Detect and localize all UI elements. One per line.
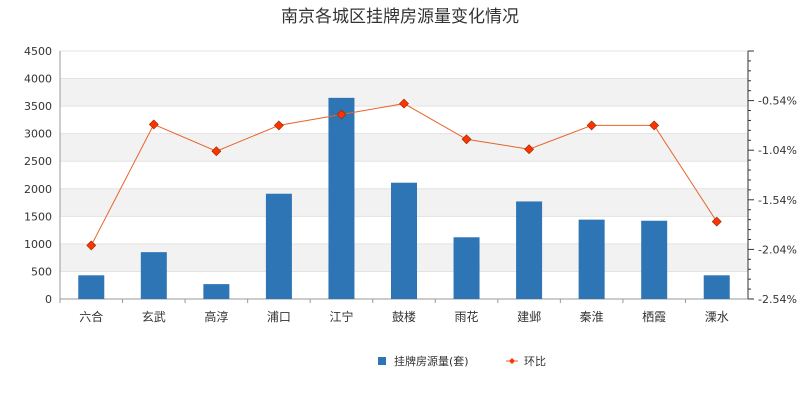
left-tick-label: 3500 [24, 100, 52, 113]
line-point [461, 134, 472, 145]
left-tick-label: 1000 [24, 238, 52, 251]
category-label: 鼓楼 [392, 309, 416, 324]
left-axis-ticks: 0 500 1000 1500 2000 2500 3000 3500 4000 4500 [24, 45, 52, 306]
category-label: 玄武 [142, 309, 166, 324]
right-tick-label: -1.04% [758, 144, 797, 157]
bar [140, 252, 167, 299]
right-tick-label: -2.04% [758, 243, 797, 256]
category-label: 六合 [79, 309, 103, 324]
line-point [586, 120, 597, 131]
line-point [273, 120, 284, 131]
left-tick-label: 500 [31, 265, 52, 278]
category-labels: 六合 玄武 高淳 浦口 江宁 鼓楼 雨花 建邺 秦淮 栖霞 溧水 [79, 309, 728, 324]
left-tick-label: 2500 [24, 155, 52, 168]
left-tick-label: 1500 [24, 210, 52, 223]
line-point [86, 240, 97, 251]
chart-title: 南京各城区挂牌房源量变化情况 [281, 7, 519, 27]
legend-swatch-bar [378, 357, 386, 365]
bar [578, 219, 605, 299]
line-point [524, 144, 535, 155]
category-label: 高淳 [204, 309, 228, 324]
line-series [86, 98, 722, 251]
legend-label-line: 环比 [524, 355, 546, 368]
line-point [336, 109, 347, 120]
category-label: 江宁 [329, 309, 353, 324]
bar [516, 201, 543, 299]
right-axis-ticks: -2.54% -2.04% -1.54% -1.04% -0.54% [748, 50, 797, 306]
category-label: 雨花 [455, 309, 479, 324]
bar [78, 275, 105, 299]
bar [328, 97, 355, 299]
grid-band [60, 133, 748, 162]
bar [703, 275, 730, 299]
category-label: 建邺 [517, 310, 541, 324]
grid-band [60, 106, 748, 134]
left-tick-label: 4500 [24, 45, 52, 58]
legend: 挂牌房源量(套) 环比 [378, 354, 546, 368]
line-point [148, 119, 159, 130]
line-point [649, 120, 660, 131]
line-point [711, 216, 722, 227]
line-point [211, 146, 222, 157]
category-label: 秦淮 [580, 310, 604, 324]
category-label: 浦口 [267, 310, 291, 324]
right-tick-label: -0.54% [758, 95, 797, 108]
bar [641, 220, 668, 299]
left-tick-label: 4000 [24, 73, 52, 86]
legend-marker-line [509, 358, 515, 364]
bar [265, 193, 292, 299]
right-tick-label: -2.54% [758, 293, 797, 306]
left-tick-label: 2000 [24, 183, 52, 196]
bar [453, 237, 480, 299]
bar [203, 284, 230, 299]
grid-band [60, 51, 748, 79]
legend-label-bar: 挂牌房源量(套) [394, 354, 469, 368]
bar [391, 182, 417, 299]
bar-series [78, 97, 730, 299]
left-tick-label: 3000 [24, 128, 52, 141]
line-point [399, 98, 409, 109]
left-tick-label: 0 [45, 293, 52, 306]
category-label: 溧水 [705, 310, 729, 324]
category-label: 栖霞 [642, 309, 666, 324]
right-tick-label: -1.54% [758, 194, 797, 207]
